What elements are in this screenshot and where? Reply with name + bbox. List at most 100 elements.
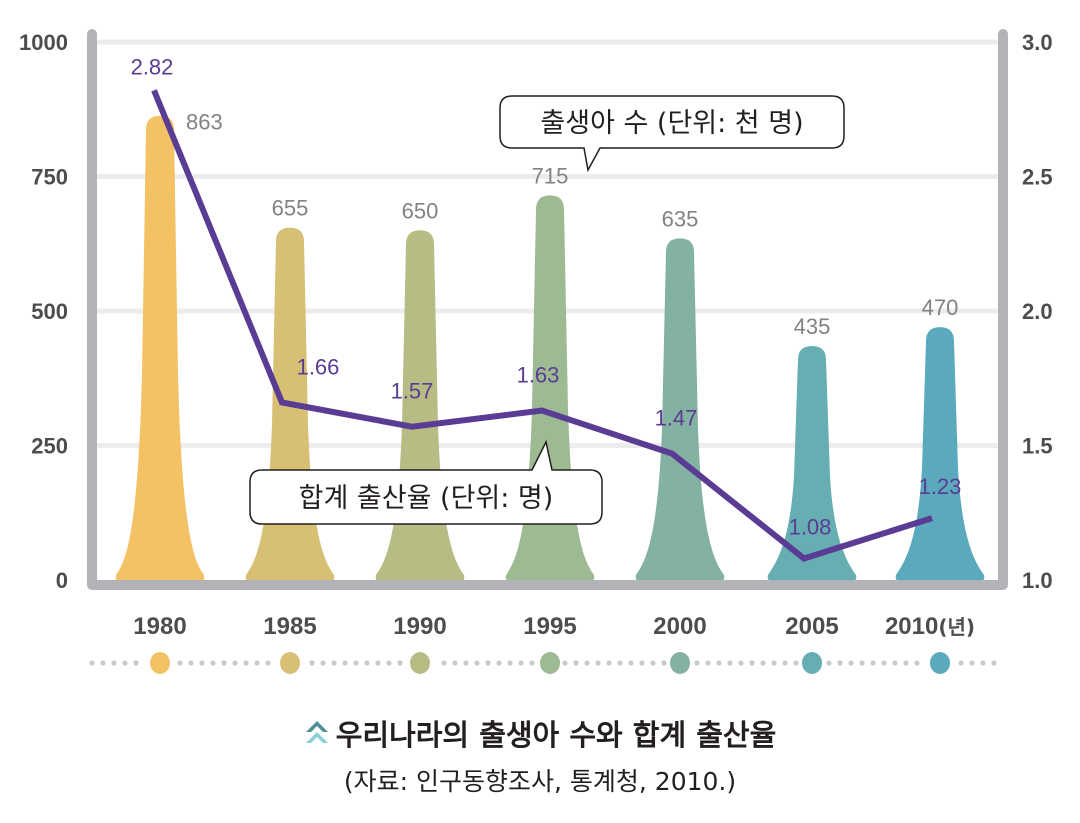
timeline-dot bbox=[716, 660, 722, 666]
x-tick-label: 2010(년) bbox=[885, 613, 975, 640]
timeline-dot bbox=[177, 660, 183, 666]
bar-value-label: 650 bbox=[402, 198, 439, 223]
timeline-marker-1980 bbox=[150, 652, 170, 674]
bar-1980 bbox=[115, 115, 205, 584]
timeline-dot bbox=[441, 660, 447, 666]
timeline-dot bbox=[529, 660, 535, 666]
timeline-dot bbox=[639, 660, 645, 666]
timeline-dot bbox=[760, 660, 766, 666]
bar-value-label: 655 bbox=[272, 196, 309, 221]
timeline bbox=[89, 652, 997, 674]
line-value-label: 2.82 bbox=[131, 54, 174, 79]
timeline-dot bbox=[353, 660, 359, 666]
timeline-dot bbox=[628, 660, 634, 666]
bar-value-label: 863 bbox=[186, 110, 223, 135]
timeline-dot bbox=[606, 660, 612, 666]
timeline-dot bbox=[342, 660, 348, 666]
timeline-dot bbox=[903, 660, 909, 666]
double-chevron-up-icon bbox=[304, 719, 330, 756]
timeline-dot bbox=[375, 660, 381, 666]
x-axis-labels: 1980 1985 1990 1995 2000 2005 2010(년) bbox=[133, 613, 975, 640]
timeline-dot bbox=[518, 660, 524, 666]
y-left-tick-label: 1000 bbox=[19, 30, 68, 55]
bar-value-labels: 863 655 650 715 635 435 470 bbox=[186, 110, 958, 339]
timeline-dot bbox=[89, 660, 95, 666]
timeline-dot bbox=[870, 660, 876, 666]
timeline-dot bbox=[122, 660, 128, 666]
timeline-dot bbox=[485, 660, 491, 666]
timeline-marker-1985 bbox=[280, 652, 300, 674]
line-value-label: 1.66 bbox=[297, 354, 340, 379]
line-value-label: 1.57 bbox=[391, 379, 434, 404]
bar-value-label: 715 bbox=[532, 163, 569, 188]
timeline-dot bbox=[463, 660, 469, 666]
timeline-dot bbox=[100, 660, 106, 666]
timeline-marker-1995 bbox=[540, 652, 560, 674]
bar-value-label: 635 bbox=[662, 206, 699, 231]
timeline-dot bbox=[507, 660, 513, 666]
y-right-tick-label: 1.0 bbox=[1022, 568, 1053, 593]
timeline-dot bbox=[705, 660, 711, 666]
bar-callout-text: 출생아 수 (단위: 천 명) bbox=[540, 108, 803, 139]
line-value-label: 1.23 bbox=[919, 474, 962, 499]
x-tick-label: 2000 bbox=[653, 613, 706, 640]
chart-source: (자료: 인구동향조사, 통계청, 2010.) bbox=[343, 767, 737, 796]
timeline-dot bbox=[309, 660, 315, 666]
line-value-label: 1.47 bbox=[655, 406, 698, 431]
bar-2010 bbox=[895, 327, 985, 583]
timeline-dot bbox=[749, 660, 755, 666]
y-left-tick-label: 750 bbox=[31, 165, 68, 190]
x-unit-label: (년) bbox=[938, 615, 975, 639]
timeline-dot bbox=[958, 660, 964, 666]
timeline-dot bbox=[452, 660, 458, 666]
y-right-tick-label: 2.0 bbox=[1022, 299, 1053, 324]
bar-callout-bubble bbox=[499, 95, 845, 173]
y-left-tick-label: 250 bbox=[31, 434, 68, 459]
x-tick-label: 1980 bbox=[133, 613, 186, 640]
x-tick-label: 1985 bbox=[263, 613, 316, 640]
timeline-dot bbox=[771, 660, 777, 666]
x-tick-label: 1995 bbox=[523, 613, 576, 640]
timeline-dot bbox=[892, 660, 898, 666]
timeline-dot bbox=[661, 660, 667, 666]
timeline-dot bbox=[199, 660, 205, 666]
timeline-dot bbox=[991, 660, 997, 666]
line-value-label: 1.63 bbox=[517, 363, 560, 388]
timeline-dot bbox=[474, 660, 480, 666]
timeline-dot bbox=[111, 660, 117, 666]
bar-1995 bbox=[505, 195, 595, 583]
y-left-tick-label: 500 bbox=[31, 299, 68, 324]
timeline-dot bbox=[914, 660, 920, 666]
bar-value-label: 470 bbox=[922, 295, 959, 320]
timeline-dot bbox=[881, 660, 887, 666]
timeline-dot bbox=[232, 660, 238, 666]
callouts: 출생아 수 (단위: 천 명) 합계 출산율 (단위: 명) bbox=[249, 95, 845, 525]
y-right-tick-label: 3.0 bbox=[1022, 30, 1053, 55]
timeline-dot bbox=[331, 660, 337, 666]
timeline-dot bbox=[562, 660, 568, 666]
axes bbox=[87, 29, 1008, 590]
timeline-dot bbox=[210, 660, 216, 666]
timeline-marker-1990 bbox=[410, 652, 430, 674]
y-left-tick-label: 0 bbox=[56, 568, 68, 593]
timeline-marker-2000 bbox=[670, 652, 690, 674]
timeline-dot bbox=[969, 660, 975, 666]
timeline-dot bbox=[837, 660, 843, 666]
timeline-dot bbox=[243, 660, 249, 666]
line-value-labels: 2.82 1.66 1.57 1.63 1.47 1.08 1.23 bbox=[131, 54, 962, 539]
timeline-dot bbox=[793, 660, 799, 666]
fertility-line bbox=[151, 89, 933, 562]
chart-title: 우리나라의 출생아 수와 합계 출산율 bbox=[335, 718, 777, 752]
bar-2005 bbox=[767, 345, 857, 583]
axis-frame bbox=[87, 29, 1008, 590]
timeline-dot bbox=[265, 660, 271, 666]
timeline-dot bbox=[617, 660, 623, 666]
chart-title-block: 우리나라의 출생아 수와 합계 출산율 bbox=[0, 712, 1080, 756]
timeline-dot bbox=[848, 660, 854, 666]
bar-2000 bbox=[635, 238, 725, 583]
timeline-dot bbox=[188, 660, 194, 666]
timeline-dot bbox=[584, 660, 590, 666]
timeline-dot bbox=[254, 660, 260, 666]
line-path bbox=[151, 89, 933, 562]
